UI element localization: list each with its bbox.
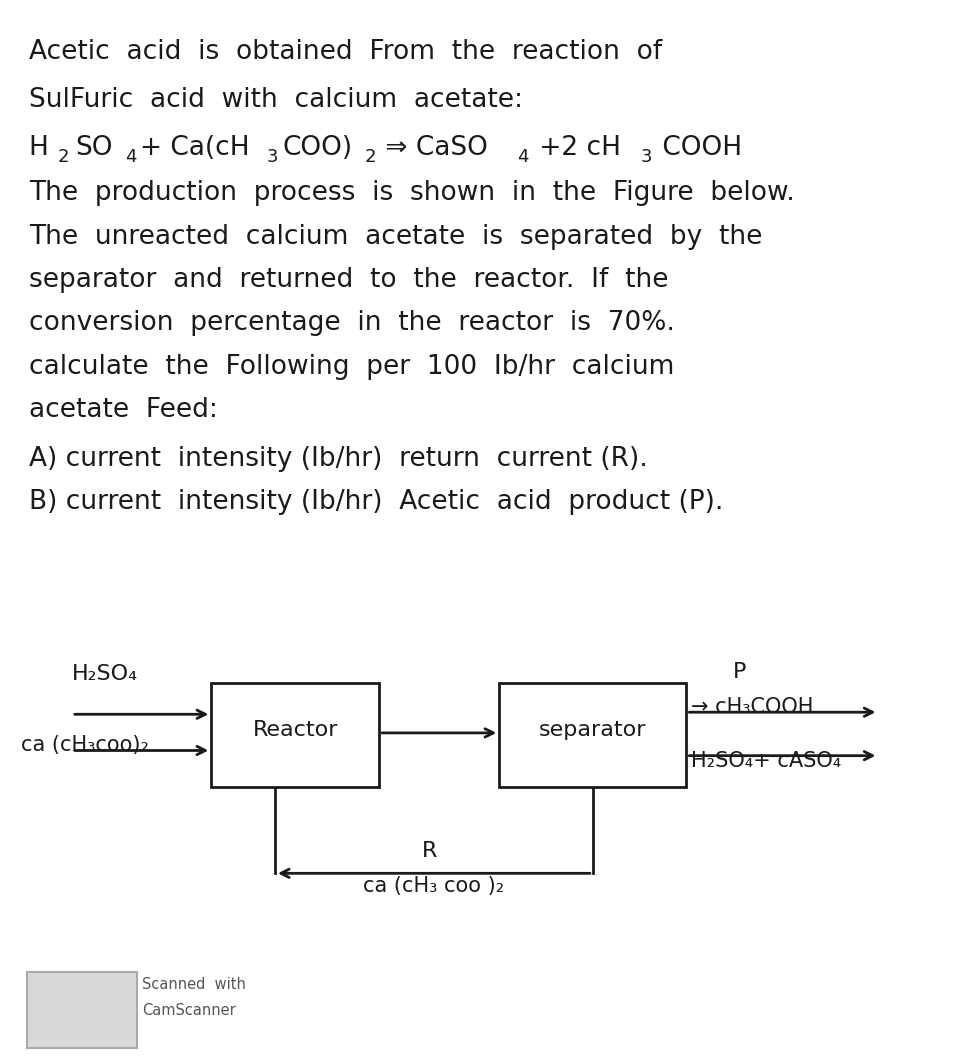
Text: H: H <box>29 135 49 162</box>
Bar <box>499 683 686 787</box>
Text: 3: 3 <box>267 148 278 166</box>
Text: + Ca(cH: + Ca(cH <box>140 135 250 162</box>
Text: COO): COO) <box>282 135 352 162</box>
Text: ca (cH₃ coo )₂: ca (cH₃ coo )₂ <box>363 876 505 897</box>
Text: SO: SO <box>75 135 112 162</box>
Text: H₂SO₄+ cASO₄: H₂SO₄+ cASO₄ <box>691 751 841 771</box>
Text: A) current  intensity (Ib/hr)  return  current (R).: A) current intensity (Ib/hr) return curr… <box>29 446 648 472</box>
Text: H₂SO₄: H₂SO₄ <box>72 663 138 683</box>
Text: ⇒ CaSO: ⇒ CaSO <box>377 135 488 162</box>
Text: SulFuric  acid  with  calcium  acetate:: SulFuric acid with calcium acetate: <box>29 87 523 113</box>
Text: 2: 2 <box>58 148 69 166</box>
Text: conversion  percentage  in  the  reactor  is  70%.: conversion percentage in the reactor is … <box>29 310 675 337</box>
Text: 2: 2 <box>365 148 376 166</box>
Text: → cH₃COOH: → cH₃COOH <box>691 697 813 717</box>
Bar <box>211 683 379 787</box>
Text: Scanned  with: Scanned with <box>142 977 246 992</box>
Text: The  production  process  is  shown  in  the  Figure  below.: The production process is shown in the F… <box>29 180 795 206</box>
Text: +2 cH: +2 cH <box>531 135 621 162</box>
Text: 4: 4 <box>125 148 136 166</box>
Text: ca (cH₃coo)₂: ca (cH₃coo)₂ <box>21 735 149 755</box>
Text: CamScanner: CamScanner <box>142 1003 236 1018</box>
Bar <box>27 972 137 1048</box>
Text: separator: separator <box>540 720 646 739</box>
Text: acetate  Feed:: acetate Feed: <box>29 397 218 423</box>
Text: calculate  the  Following  per  100  Ib/hr  calcium: calculate the Following per 100 Ib/hr ca… <box>29 354 674 380</box>
Text: CS: CS <box>35 977 69 1001</box>
Text: 4: 4 <box>517 148 529 166</box>
Text: P: P <box>732 661 746 681</box>
Text: R: R <box>421 841 438 861</box>
Text: Reactor: Reactor <box>252 720 338 739</box>
Text: 3: 3 <box>640 148 652 166</box>
Text: separator  and  returned  to  the  reactor.  If  the: separator and returned to the reactor. I… <box>29 267 668 294</box>
Text: Acetic  acid  is  obtained  From  the  reaction  of: Acetic acid is obtained From the reactio… <box>29 39 662 65</box>
Text: The  unreacted  calcium  acetate  is  separated  by  the: The unreacted calcium acetate is separat… <box>29 224 762 250</box>
Text: B) current  intensity (Ib/hr)  Acetic  acid  product (P).: B) current intensity (Ib/hr) Acetic acid… <box>29 489 723 515</box>
Text: COOH: COOH <box>654 135 742 162</box>
